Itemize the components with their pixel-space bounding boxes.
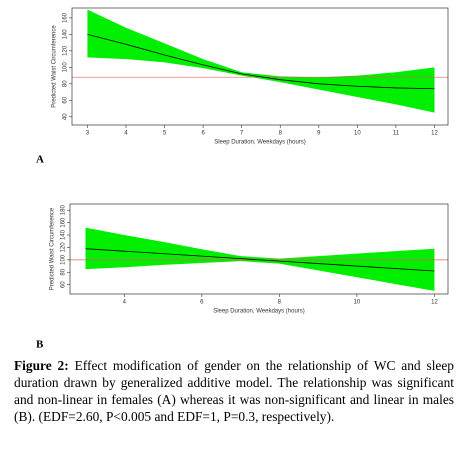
x-tick-label: 6 bbox=[201, 131, 205, 137]
plot-frame bbox=[71, 7, 449, 126]
x-tick-label: 12 bbox=[431, 300, 438, 306]
panel-label: B bbox=[36, 339, 44, 351]
y-tick-label: 100 bbox=[61, 254, 67, 265]
plot-frame bbox=[69, 203, 449, 295]
x-tick-label: 4 bbox=[123, 300, 127, 306]
y-tick-label: 120 bbox=[63, 45, 69, 56]
caption: Figure 2: Effect modification of gender … bbox=[14, 357, 454, 425]
y-axis-label: Predicted Waist Circumference bbox=[52, 25, 58, 108]
fit-line bbox=[85, 248, 435, 272]
y-tick-label: 60 bbox=[61, 281, 67, 288]
x-tick-label: 9 bbox=[317, 131, 321, 137]
y-tick-label: 80 bbox=[61, 268, 67, 275]
x-tick-label: 11 bbox=[393, 131, 400, 137]
y-tick-label: 180 bbox=[61, 205, 67, 216]
x-tick-label: 10 bbox=[354, 131, 361, 137]
panel-label: A bbox=[36, 154, 44, 166]
y-tick-label: 100 bbox=[63, 62, 69, 73]
y-tick-label: 120 bbox=[61, 242, 67, 253]
x-axis-label: Sleep Duration, Weekdays (hours) bbox=[214, 140, 306, 146]
x-tick-label: 10 bbox=[354, 300, 361, 306]
caption-label: Figure 2: bbox=[14, 358, 69, 373]
y-tick-label: 140 bbox=[61, 229, 67, 240]
y-tick-label: 160 bbox=[63, 12, 69, 23]
x-tick-label: 4 bbox=[124, 131, 128, 137]
x-tick-label: 12 bbox=[431, 131, 438, 137]
x-tick-label: 8 bbox=[279, 131, 283, 137]
x-tick-label: 6 bbox=[200, 300, 204, 306]
y-tick-label: 140 bbox=[63, 29, 69, 40]
y-axis-label: Predicted Waist Circumference bbox=[50, 207, 56, 290]
fit-line bbox=[87, 33, 435, 90]
confidence-band bbox=[85, 227, 435, 291]
y-tick-label: 80 bbox=[63, 80, 69, 87]
y-tick-label: 40 bbox=[63, 113, 69, 120]
caption-text: Effect modification of gender on the rel… bbox=[14, 358, 454, 424]
x-axis-label: Sleep Duration, Weekdays (hours) bbox=[213, 309, 305, 315]
x-tick-label: 8 bbox=[278, 300, 282, 306]
x-tick-label: 3 bbox=[86, 131, 90, 137]
confidence-band bbox=[87, 9, 435, 113]
x-tick-label: 7 bbox=[240, 131, 244, 137]
x-tick-label: 5 bbox=[163, 131, 167, 137]
y-tick-label: 160 bbox=[61, 217, 67, 228]
y-tick-label: 60 bbox=[63, 96, 69, 103]
